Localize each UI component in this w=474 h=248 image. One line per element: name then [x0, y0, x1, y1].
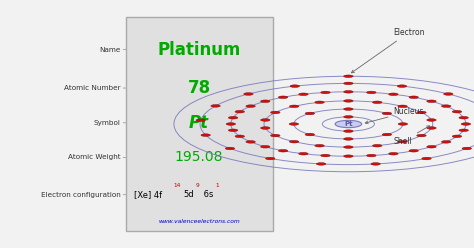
- Ellipse shape: [344, 116, 353, 118]
- Ellipse shape: [271, 134, 280, 137]
- Ellipse shape: [225, 147, 235, 150]
- Ellipse shape: [398, 123, 408, 125]
- Ellipse shape: [382, 112, 392, 115]
- Ellipse shape: [321, 154, 330, 157]
- Ellipse shape: [228, 129, 238, 132]
- Ellipse shape: [278, 150, 288, 152]
- Ellipse shape: [371, 163, 381, 165]
- Ellipse shape: [335, 120, 362, 128]
- Text: Pt: Pt: [344, 121, 353, 127]
- Ellipse shape: [441, 141, 451, 143]
- Ellipse shape: [261, 119, 270, 121]
- Ellipse shape: [344, 108, 353, 110]
- Ellipse shape: [235, 110, 245, 113]
- Ellipse shape: [366, 91, 376, 94]
- Ellipse shape: [265, 157, 275, 160]
- Text: 14: 14: [173, 183, 181, 188]
- Ellipse shape: [261, 100, 270, 102]
- Ellipse shape: [422, 157, 431, 160]
- Ellipse shape: [389, 93, 398, 95]
- Ellipse shape: [316, 163, 326, 165]
- Ellipse shape: [344, 138, 353, 140]
- Text: Atomic Number: Atomic Number: [64, 85, 121, 91]
- Ellipse shape: [373, 144, 382, 147]
- Ellipse shape: [366, 154, 376, 157]
- Ellipse shape: [389, 153, 398, 155]
- Ellipse shape: [196, 119, 205, 122]
- Ellipse shape: [261, 146, 270, 148]
- Text: Shell: Shell: [393, 126, 429, 146]
- Text: Electron: Electron: [351, 28, 425, 73]
- Ellipse shape: [417, 111, 426, 114]
- Ellipse shape: [315, 144, 324, 147]
- Ellipse shape: [398, 105, 407, 108]
- Ellipse shape: [344, 91, 353, 93]
- Ellipse shape: [246, 141, 255, 143]
- Ellipse shape: [305, 112, 315, 115]
- Ellipse shape: [278, 96, 288, 98]
- Ellipse shape: [459, 116, 468, 119]
- Text: 78: 78: [188, 79, 210, 97]
- Ellipse shape: [246, 105, 255, 107]
- Ellipse shape: [409, 96, 419, 98]
- Ellipse shape: [271, 111, 280, 114]
- Text: Platinum: Platinum: [157, 41, 241, 59]
- Ellipse shape: [427, 119, 436, 121]
- Ellipse shape: [452, 135, 462, 138]
- Text: 9: 9: [195, 183, 199, 188]
- Ellipse shape: [344, 100, 353, 102]
- Text: 6s: 6s: [201, 190, 214, 199]
- Ellipse shape: [299, 153, 308, 155]
- Text: 195.08: 195.08: [175, 151, 223, 164]
- Ellipse shape: [417, 134, 426, 137]
- Ellipse shape: [452, 110, 462, 113]
- Ellipse shape: [441, 105, 451, 107]
- Ellipse shape: [201, 134, 210, 136]
- Ellipse shape: [305, 133, 315, 136]
- Text: Atomic Weight: Atomic Weight: [68, 155, 121, 160]
- Ellipse shape: [459, 129, 468, 132]
- Ellipse shape: [397, 85, 407, 88]
- Text: 1: 1: [216, 183, 219, 188]
- Ellipse shape: [444, 93, 453, 95]
- Ellipse shape: [321, 91, 330, 94]
- Ellipse shape: [344, 75, 353, 78]
- Ellipse shape: [289, 123, 299, 125]
- Text: www.valenceelectrons.com: www.valenceelectrons.com: [158, 219, 240, 224]
- Ellipse shape: [344, 82, 353, 85]
- Ellipse shape: [290, 105, 299, 108]
- Ellipse shape: [315, 101, 324, 104]
- Ellipse shape: [461, 123, 471, 125]
- Ellipse shape: [226, 123, 236, 125]
- Ellipse shape: [409, 150, 419, 152]
- Ellipse shape: [290, 85, 300, 88]
- Ellipse shape: [228, 116, 238, 119]
- Ellipse shape: [211, 105, 220, 107]
- Text: [Xe] 4f: [Xe] 4f: [134, 190, 162, 199]
- Text: Electron configuration: Electron configuration: [41, 192, 121, 198]
- Ellipse shape: [344, 146, 353, 148]
- Text: Pt: Pt: [189, 114, 209, 132]
- Ellipse shape: [382, 133, 392, 136]
- Ellipse shape: [344, 155, 353, 157]
- Ellipse shape: [290, 140, 299, 143]
- Bar: [126, 17, 273, 231]
- Text: Symbol: Symbol: [94, 120, 121, 126]
- Ellipse shape: [244, 93, 253, 95]
- Ellipse shape: [427, 146, 436, 148]
- Text: Name: Name: [100, 47, 121, 53]
- Text: Nucleus: Nucleus: [365, 107, 424, 124]
- Ellipse shape: [427, 127, 436, 129]
- Ellipse shape: [398, 140, 407, 143]
- Ellipse shape: [344, 130, 353, 132]
- Text: 5d: 5d: [183, 190, 194, 199]
- Ellipse shape: [299, 93, 308, 95]
- Ellipse shape: [261, 127, 270, 129]
- Ellipse shape: [462, 147, 472, 150]
- Ellipse shape: [373, 101, 382, 104]
- Ellipse shape: [235, 135, 245, 138]
- Ellipse shape: [427, 100, 436, 102]
